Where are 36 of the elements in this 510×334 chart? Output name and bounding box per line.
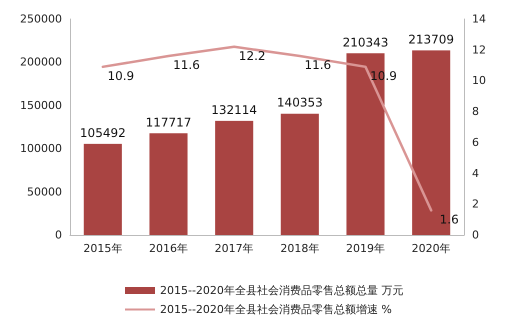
- x-tick-label: 2020年: [412, 242, 451, 255]
- data-label: 10.9: [107, 68, 134, 83]
- y2-tick-label: 0: [472, 228, 479, 242]
- y2-tick-label: 10: [472, 74, 486, 88]
- x-tick-label: 2016年: [149, 242, 188, 255]
- data-label: 213709: [408, 32, 454, 46]
- y2-tick-label: 6: [472, 136, 479, 149]
- data-label: 105492: [80, 126, 126, 140]
- bar: [149, 133, 188, 235]
- legend-label: 2015--2020年全县社会消费品零售总额总量 万元: [160, 284, 404, 297]
- data-label: 12.2: [238, 48, 266, 63]
- y-tick-label: 50000: [27, 185, 62, 198]
- data-label: 11.6: [173, 58, 200, 72]
- y2-tick-label: 8: [472, 105, 479, 118]
- data-label: 11.6: [304, 58, 332, 72]
- legend-label: 2015--2020年全县社会消费品零售总额增速 %: [160, 303, 392, 316]
- bar: [215, 120, 254, 235]
- x-tick-label: 2017年: [214, 242, 254, 255]
- bar: [280, 114, 319, 235]
- data-label: 140353: [276, 96, 323, 110]
- y-tick-label: 100000: [20, 142, 62, 156]
- y-tick-label: 0: [55, 228, 62, 242]
- bar: [84, 144, 122, 235]
- y2-tick-label: 12: [472, 43, 486, 56]
- y2-tick-label: 14: [472, 12, 486, 26]
- data-label: 132114: [211, 102, 258, 117]
- y-tick-label: 200000: [20, 56, 62, 69]
- y2-tick-label: 2: [472, 198, 479, 211]
- y-tick-label: 150000: [20, 98, 62, 112]
- data-label: 210343: [342, 35, 388, 50]
- x-tick-label: 2015年: [83, 242, 122, 255]
- x-tick-label: 2019年: [346, 242, 385, 255]
- y-tick-label: 250000: [20, 12, 62, 26]
- x-tick-label: 2018年: [280, 242, 320, 255]
- data-label: 117717: [146, 115, 192, 130]
- y2-tick-label: 4: [472, 166, 479, 180]
